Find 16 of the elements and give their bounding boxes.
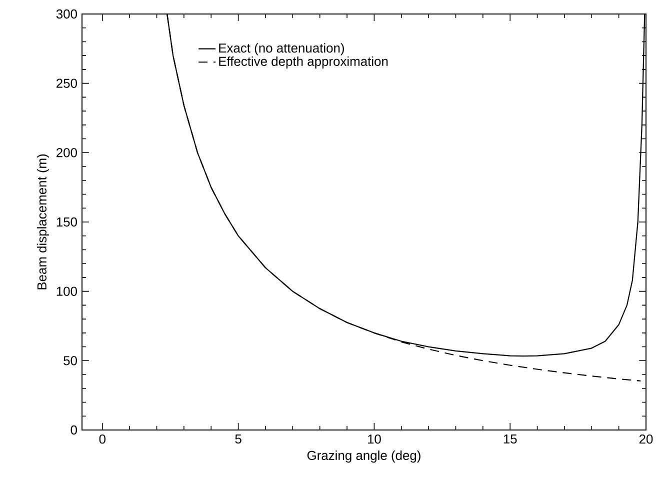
y-tick-label: 50	[64, 356, 77, 366]
x-axis-title: Grazing angle (deg)	[307, 450, 420, 463]
x-tick-label: 15	[504, 434, 517, 444]
y-tick-label: 0	[70, 425, 77, 435]
legend-label: Exact (no attenuation)	[219, 43, 344, 56]
x-tick-label: 0	[99, 434, 106, 444]
x-tick-label: 10	[368, 434, 381, 444]
y-tick-label: 100	[56, 286, 77, 296]
legend-label: Effective depth approximation	[219, 56, 388, 69]
x-tick-label: 20	[639, 434, 653, 444]
y-tick-label: 250	[56, 78, 77, 88]
x-tick-label: 5	[235, 434, 242, 444]
y-axis-title: Beam displacement (m)	[36, 154, 50, 290]
y-tick-label: 200	[56, 148, 77, 158]
y-tick-label: 300	[56, 9, 77, 19]
y-tick-label: 150	[56, 217, 77, 227]
